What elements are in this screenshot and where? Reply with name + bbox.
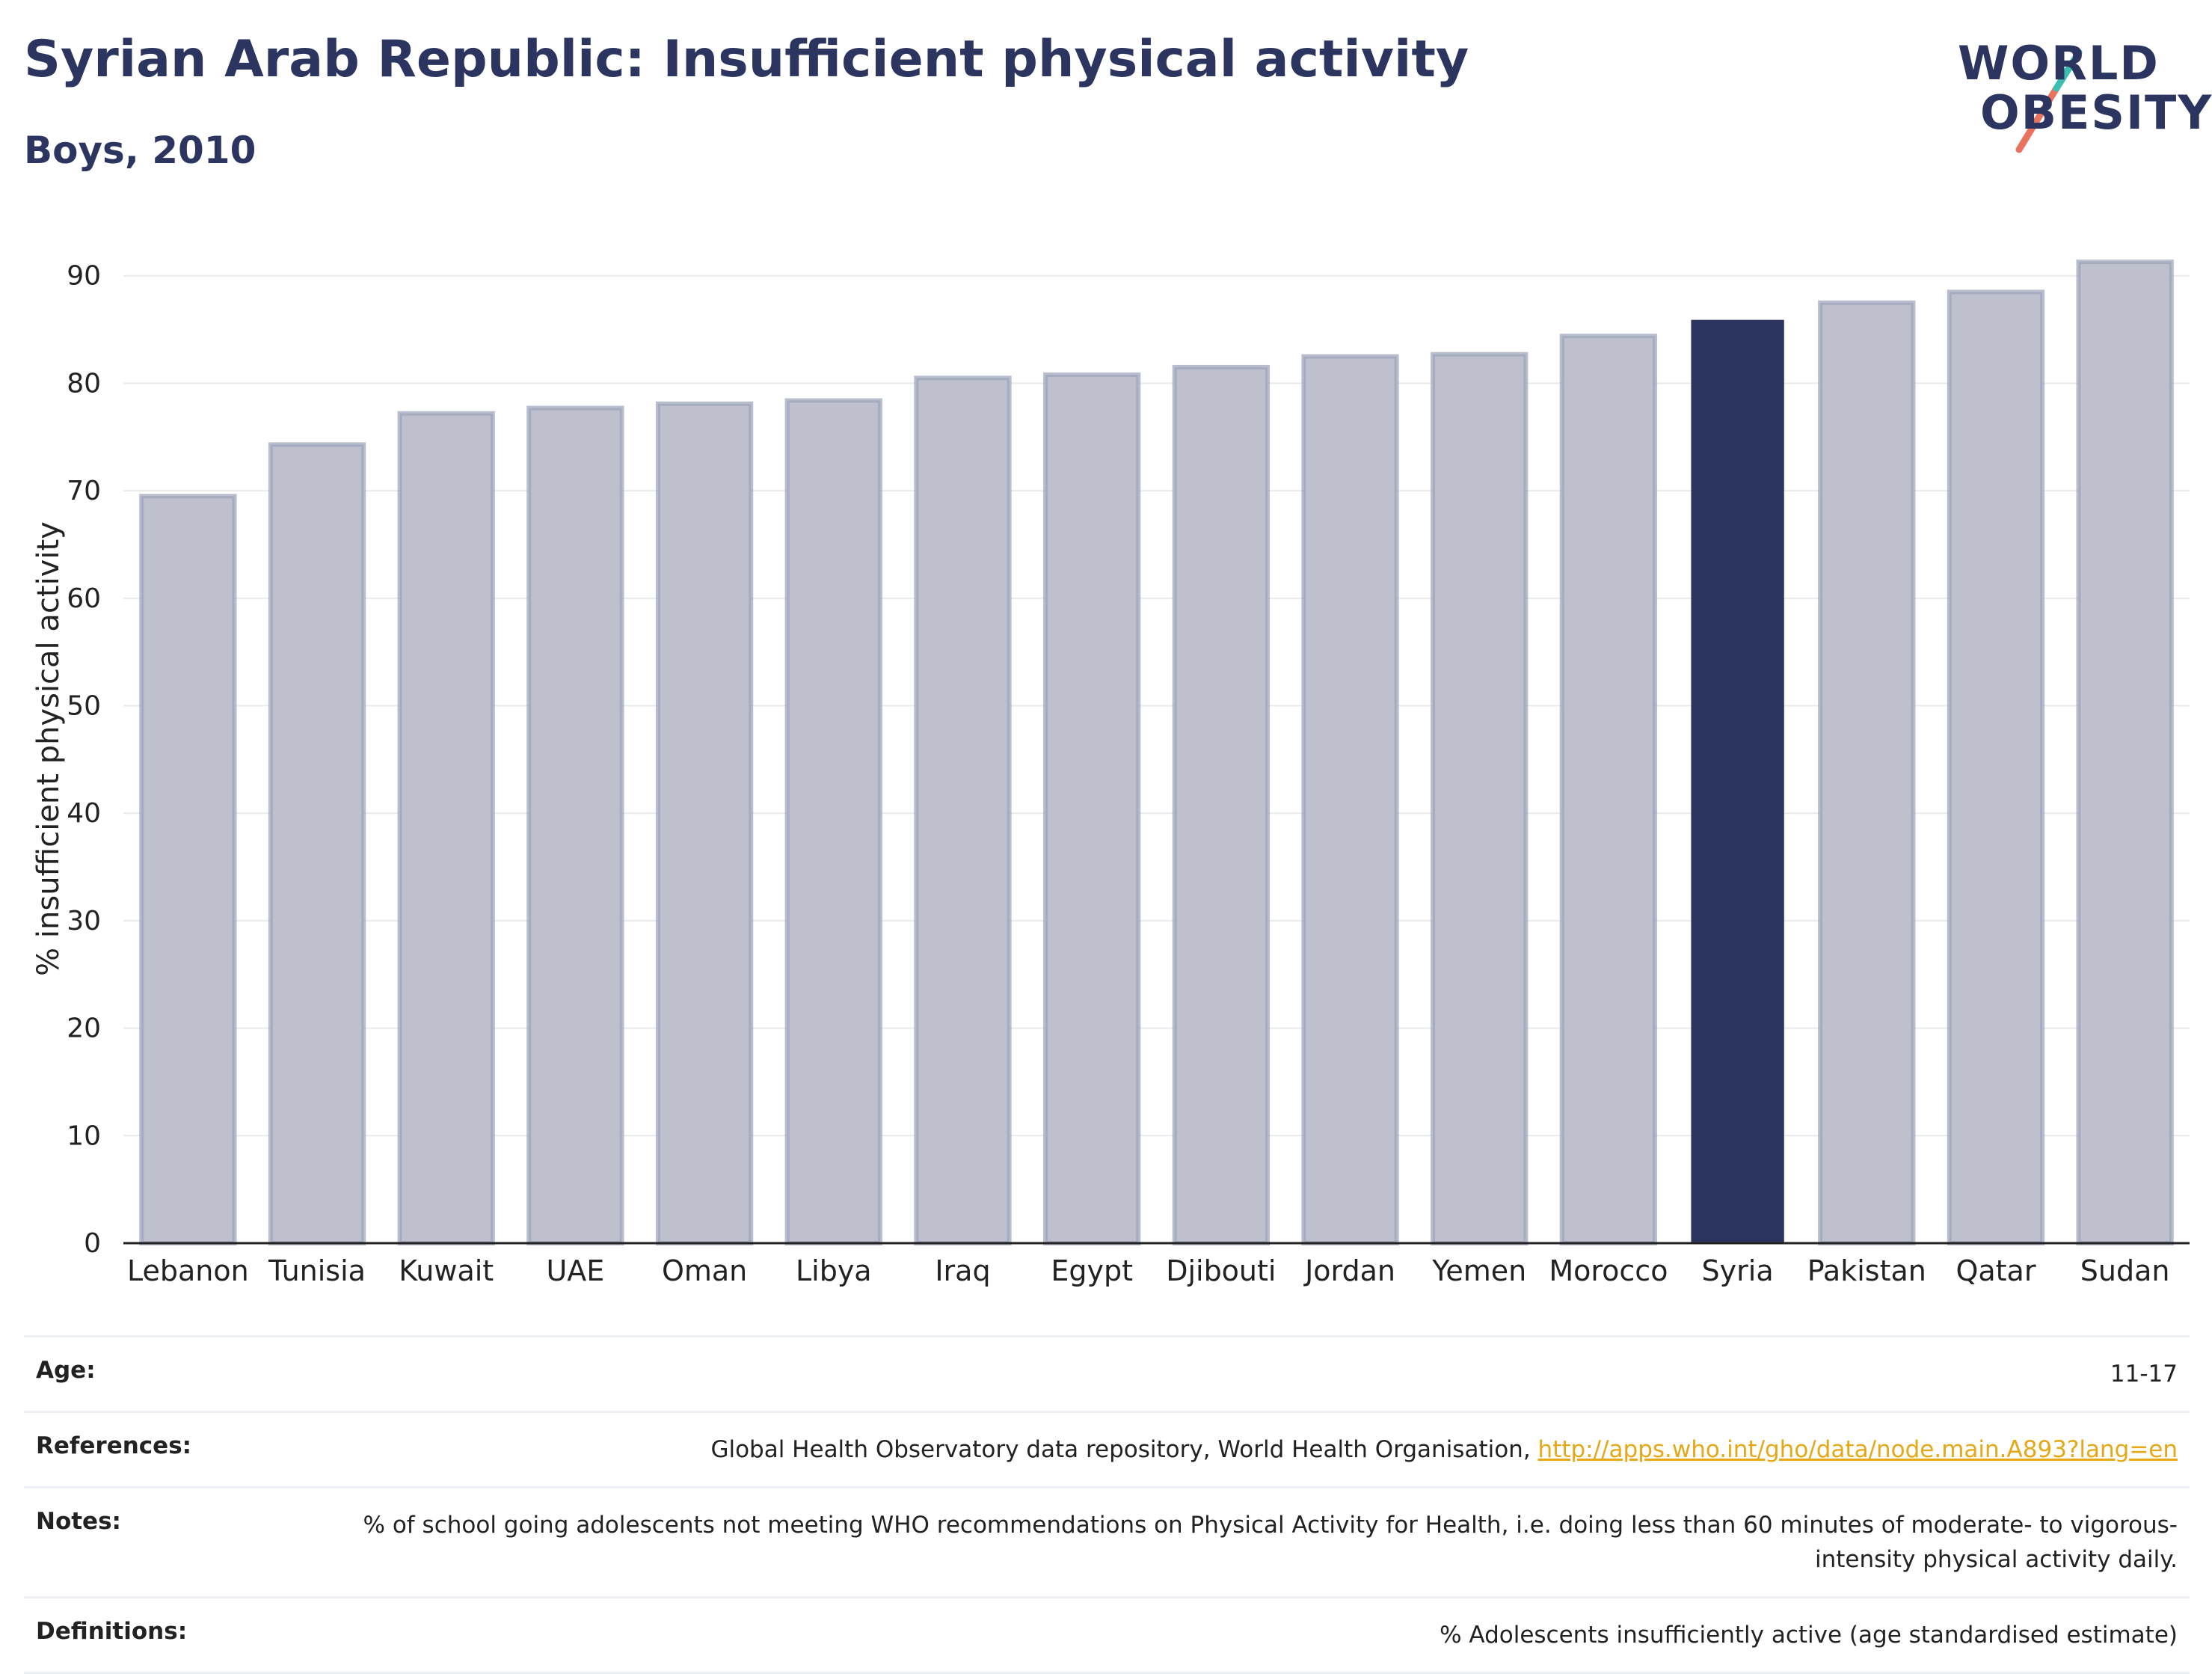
- notes-label: Notes:: [36, 1508, 121, 1535]
- x-tick-label: Tunisia: [268, 1254, 366, 1287]
- x-tick-label: Yemen: [1431, 1254, 1526, 1287]
- references-text: Global Health Observatory data repositor…: [710, 1436, 1538, 1463]
- y-tick-label: 70: [67, 476, 101, 506]
- x-tick-label: Jordan: [1303, 1254, 1395, 1287]
- age-label: Age:: [36, 1357, 96, 1384]
- x-tick-label: Oman: [662, 1254, 747, 1287]
- bar-lebanon: [139, 494, 237, 1245]
- logo-text-line2: OBESITY: [1980, 85, 2212, 140]
- bar-tunisia: [268, 442, 366, 1245]
- page-subtitle: Boys, 2010: [24, 129, 256, 172]
- bar-iraq: [914, 375, 1012, 1245]
- definitions-label: Definitions:: [36, 1618, 188, 1645]
- age-value: 11-17: [2110, 1361, 2178, 1388]
- x-tick-label: Qatar: [1956, 1254, 2036, 1287]
- references-value: Global Health Observatory data repositor…: [710, 1432, 2178, 1467]
- y-tick-label: 30: [67, 906, 101, 936]
- bar-syria: [1691, 319, 1784, 1244]
- bar-libya: [784, 398, 882, 1245]
- y-tick-label: 60: [67, 583, 101, 614]
- y-tick-label: 50: [67, 691, 101, 722]
- y-tick-label: 90: [67, 261, 101, 292]
- bar-egypt: [1042, 372, 1141, 1246]
- x-tick-label: Syria: [1702, 1254, 1774, 1287]
- notes-value: % of school going adolescents not meetin…: [363, 1512, 2178, 1573]
- bar-djibouti: [1172, 364, 1271, 1245]
- info-table: Age: 11-17 References: Global Health Obs…: [24, 1335, 2190, 1674]
- references-link[interactable]: http://apps.who.int/gho/data/node.main.A…: [1537, 1436, 2178, 1463]
- bar-jordan: [1301, 354, 1399, 1245]
- info-row-age: Age: 11-17: [24, 1335, 2190, 1411]
- bar-sudan: [2076, 260, 2174, 1245]
- x-tick-label: UAE: [546, 1254, 604, 1287]
- definitions-value: % Adolescents insufficiently active (age…: [1440, 1622, 2178, 1649]
- references-label: References:: [36, 1432, 192, 1459]
- y-tick-label: 80: [67, 368, 101, 399]
- x-tick-label: Sudan: [2080, 1254, 2170, 1287]
- world-obesity-logo: WORLD OBESITY: [1952, 30, 2211, 157]
- y-tick-label: 40: [67, 798, 101, 829]
- info-row-definitions: Definitions: % Adolescents insufficientl…: [24, 1596, 2190, 1674]
- y-axis-label: % insufficient physical activity: [31, 521, 66, 976]
- bar-chart: 0 10 20 30 40 50 60 70 80 90 Lebanon Tunisia Kuwait U…: [31, 260, 2190, 1287]
- info-row-references: References: Global Health Observatory da…: [24, 1411, 2190, 1486]
- x-tick-label: Egypt: [1051, 1254, 1133, 1287]
- x-tick-label: Lebanon: [127, 1254, 249, 1287]
- x-tick-label: Pakistan: [1807, 1254, 1926, 1287]
- bar-pakistan: [1818, 300, 1916, 1245]
- logo-text-line1: WORLD: [1958, 36, 2160, 91]
- y-tick-label: 10: [67, 1120, 101, 1151]
- logo-slash-icon: [2015, 49, 2083, 153]
- y-tick-label: 20: [67, 1014, 101, 1044]
- y-tick-label: 0: [84, 1228, 101, 1259]
- bar-yemen: [1431, 352, 1529, 1245]
- x-tick-label: Djibouti: [1166, 1254, 1276, 1287]
- info-row-notes: Notes: % of school going adolescents not…: [24, 1486, 2190, 1596]
- x-tick-label: Iraq: [935, 1254, 990, 1287]
- bar-uae: [526, 405, 624, 1246]
- bar-qatar: [1947, 289, 2045, 1246]
- x-tick-label: Kuwait: [399, 1254, 494, 1287]
- bar-morocco: [1559, 334, 1658, 1245]
- bar-kuwait: [397, 411, 495, 1246]
- x-tick-label: Libya: [796, 1254, 872, 1287]
- page-title: Syrian Arab Republic: Insufficient physi…: [24, 30, 1469, 89]
- x-tick-label: Morocco: [1549, 1254, 1668, 1287]
- bar-oman: [655, 401, 754, 1246]
